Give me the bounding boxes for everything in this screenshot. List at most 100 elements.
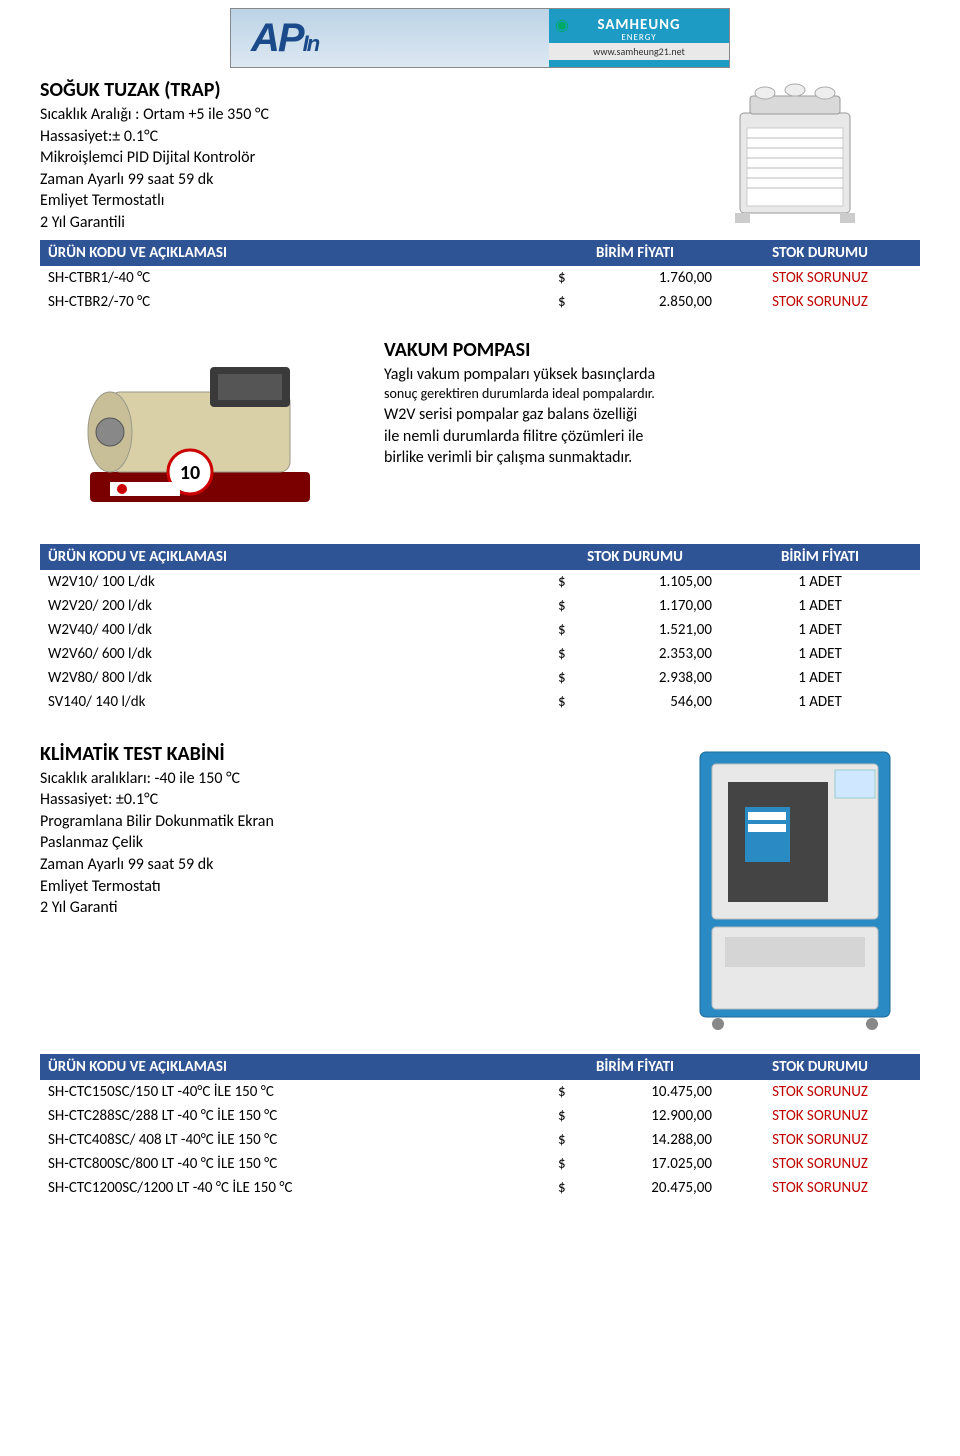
- cell-cur: $: [550, 594, 580, 618]
- cell-cur: $: [550, 290, 580, 314]
- cell-status: STOK SORUNUZ: [720, 1080, 920, 1104]
- table-row: W2V40/ 400 l/dk $ 1.521,00 1 ADET: [40, 618, 920, 642]
- cell-cur: $: [550, 1176, 580, 1200]
- c-line: Zaman Ayarlı 99 saat 59 dk: [40, 854, 670, 876]
- cell-code: W2V40/ 400 l/dk: [40, 618, 550, 642]
- table-row: W2V20/ 200 l/dk $ 1.170,00 1 ADET: [40, 594, 920, 618]
- cell-price: 2.850,00: [580, 290, 720, 314]
- logo-main: AP: [251, 16, 303, 60]
- pump-table: ÜRÜN KODU VE AÇIKLAMASI STOK DURUMU BİRİ…: [40, 544, 920, 714]
- cell-code: W2V80/ 800 l/dk: [40, 666, 550, 690]
- table-row: SH-CTC1200SC/1200 LT -40 °C İLE 150 °C $…: [40, 1176, 920, 1200]
- p-line: ile nemli durumlarda filitre çözümleri i…: [384, 426, 920, 448]
- cell-price: 2.938,00: [580, 666, 720, 690]
- cell-status: 1 ADET: [720, 642, 920, 666]
- cell-code: SH-CTC288SC/288 LT -40 °C İLE 150 °C: [40, 1104, 550, 1128]
- th-price: BİRİM FİYATI: [550, 240, 720, 266]
- cell-status: STOK SORUNUZ: [720, 1152, 920, 1176]
- cell-cur: $: [550, 690, 580, 714]
- cell-price: 2.353,00: [580, 642, 720, 666]
- table-row: SH-CTC800SC/800 LT -40 °C İLE 150 °C $ 1…: [40, 1152, 920, 1176]
- c-line: Programlana Bilir Dokunmatik Ekran: [40, 811, 670, 833]
- p-line: birlike verimli bir çalışma sunmaktadır.: [384, 447, 920, 469]
- pump-image-wrap: 10: [40, 332, 360, 522]
- th-code: ÜRÜN KODU VE AÇIKLAMASI: [40, 240, 550, 266]
- cell-code: SH-CTC800SC/800 LT -40 °C İLE 150 °C: [40, 1152, 550, 1176]
- climate-image-wrap: [670, 742, 920, 1032]
- brand-sub: ENERGY: [621, 32, 656, 43]
- cold-trap-desc: Sıcaklık Aralığı : Ortam +5 ile 350 °C H…: [40, 104, 670, 234]
- cold-trap-text: SOĞUK TUZAK (TRAP) Sıcaklık Aralığı : Or…: [40, 78, 670, 234]
- ct-line: Mikroişlemci PID Dijital Kontrolör: [40, 147, 670, 169]
- cell-cur: $: [550, 1128, 580, 1152]
- climate-text: KLİMATİK TEST KABİNİ Sıcaklık aralıkları…: [40, 742, 670, 1032]
- cell-cur: $: [550, 1152, 580, 1176]
- cell-status: 1 ADET: [720, 690, 920, 714]
- cell-code: W2V20/ 200 l/dk: [40, 594, 550, 618]
- p-line: W2V serisi pompalar gaz balans özelliği: [384, 404, 920, 426]
- p-line: sonuç gerektiren durumlarda ideal pompal…: [384, 385, 920, 404]
- c-line: Hassasiyet: ±0.1°C: [40, 789, 670, 811]
- cell-status: STOK SORUNUZ: [720, 290, 920, 314]
- cell-status: STOK SORUNUZ: [720, 1104, 920, 1128]
- table-row: SH-CTC150SC/150 LT -40°C İLE 150 °C $ 10…: [40, 1080, 920, 1104]
- climate-icon: [690, 742, 900, 1032]
- table-row: SH-CTBR2/-70 °C $ 2.850,00 STOK SORUNUZ: [40, 290, 920, 314]
- c-line: Paslanmaz Çelik: [40, 832, 670, 854]
- table-row: SH-CTC288SC/288 LT -40 °C İLE 150 °C $ 1…: [40, 1104, 920, 1128]
- cell-cur: $: [550, 266, 580, 290]
- ct-line: Emliyet Termostatlı: [40, 190, 670, 212]
- climate-title: KLİMATİK TEST KABİNİ: [40, 742, 670, 766]
- ct-line: Hassasiyet:± 0.1°C: [40, 126, 670, 148]
- th-price: BİRİM FİYATI: [550, 1054, 720, 1080]
- cell-code: SH-CTC150SC/150 LT -40°C İLE 150 °C: [40, 1080, 550, 1104]
- table-row: W2V60/ 600 l/dk $ 2.353,00 1 ADET: [40, 642, 920, 666]
- banner-left: APIn: [231, 9, 549, 67]
- cell-price: 1.521,00: [580, 618, 720, 642]
- cell-status: 1 ADET: [720, 570, 920, 594]
- table-row: W2V80/ 800 l/dk $ 2.938,00 1 ADET: [40, 666, 920, 690]
- swirl-icon: ◉: [555, 15, 569, 35]
- th-status: STOK DURUMU: [550, 544, 720, 570]
- cell-code: SH-CTBR2/-70 °C: [40, 290, 550, 314]
- cell-cur: $: [550, 1080, 580, 1104]
- table-row: SH-CTC408SC/ 408 LT -40°C İLE 150 °C $ 1…: [40, 1128, 920, 1152]
- pump-title: VAKUM POMPASI: [384, 338, 920, 362]
- cell-price: 1.105,00: [580, 570, 720, 594]
- cell-cur: $: [550, 570, 580, 594]
- cell-code: SH-CTBR1/-40 °C: [40, 266, 550, 290]
- cell-price: 10.475,00: [580, 1080, 720, 1104]
- cell-status: STOK SORUNUZ: [720, 1128, 920, 1152]
- p-line: Yaglı vakum pompaları yüksek basınçlarda: [384, 364, 920, 386]
- cell-code: SH-CTC408SC/ 408 LT -40°C İLE 150 °C: [40, 1128, 550, 1152]
- cold-trap-image-wrap: [670, 78, 920, 228]
- cell-code: W2V10/ 100 L/dk: [40, 570, 550, 594]
- c-line: Sıcaklık aralıkları: -40 ile 150 °C: [40, 768, 670, 790]
- cell-cur: $: [550, 618, 580, 642]
- header-banner: APIn ◉ SAMHEUNG ENERGY www.samheung21.ne…: [230, 8, 730, 68]
- logo-sub: In: [303, 31, 319, 56]
- th-status: STOK DURUMU: [720, 240, 920, 266]
- cell-price: 14.288,00: [580, 1128, 720, 1152]
- th-price: BİRİM FİYATI: [720, 544, 920, 570]
- pump-text: VAKUM POMPASI Yaglı vakum pompaları yüks…: [384, 332, 920, 469]
- section-cold-trap: SOĞUK TUZAK (TRAP) Sıcaklık Aralığı : Or…: [40, 78, 920, 234]
- ct-line: Zaman Ayarlı 99 saat 59 dk: [40, 169, 670, 191]
- climate-table: ÜRÜN KODU VE AÇIKLAMASI BİRİM FİYATI STO…: [40, 1054, 920, 1200]
- cell-status: 1 ADET: [720, 666, 920, 690]
- th-code: ÜRÜN KODU VE AÇIKLAMASI: [40, 544, 550, 570]
- brand-url: www.samheung21.net: [549, 43, 729, 60]
- cell-status: 1 ADET: [720, 594, 920, 618]
- pump-icon: 10: [50, 332, 350, 522]
- cell-status: STOK SORUNUZ: [720, 1176, 920, 1200]
- cell-cur: $: [550, 1104, 580, 1128]
- cell-status: 1 ADET: [720, 618, 920, 642]
- cell-code: SV140/ 140 l/dk: [40, 690, 550, 714]
- th-status: STOK DURUMU: [720, 1054, 920, 1080]
- cold-trap-title: SOĞUK TUZAK (TRAP): [40, 78, 670, 102]
- cold-trap-icon: [715, 78, 875, 228]
- cell-price: 1.170,00: [580, 594, 720, 618]
- cell-price: 1.760,00: [580, 266, 720, 290]
- c-line: 2 Yıl Garanti: [40, 897, 670, 919]
- table-row: W2V10/ 100 L/dk $ 1.105,00 1 ADET: [40, 570, 920, 594]
